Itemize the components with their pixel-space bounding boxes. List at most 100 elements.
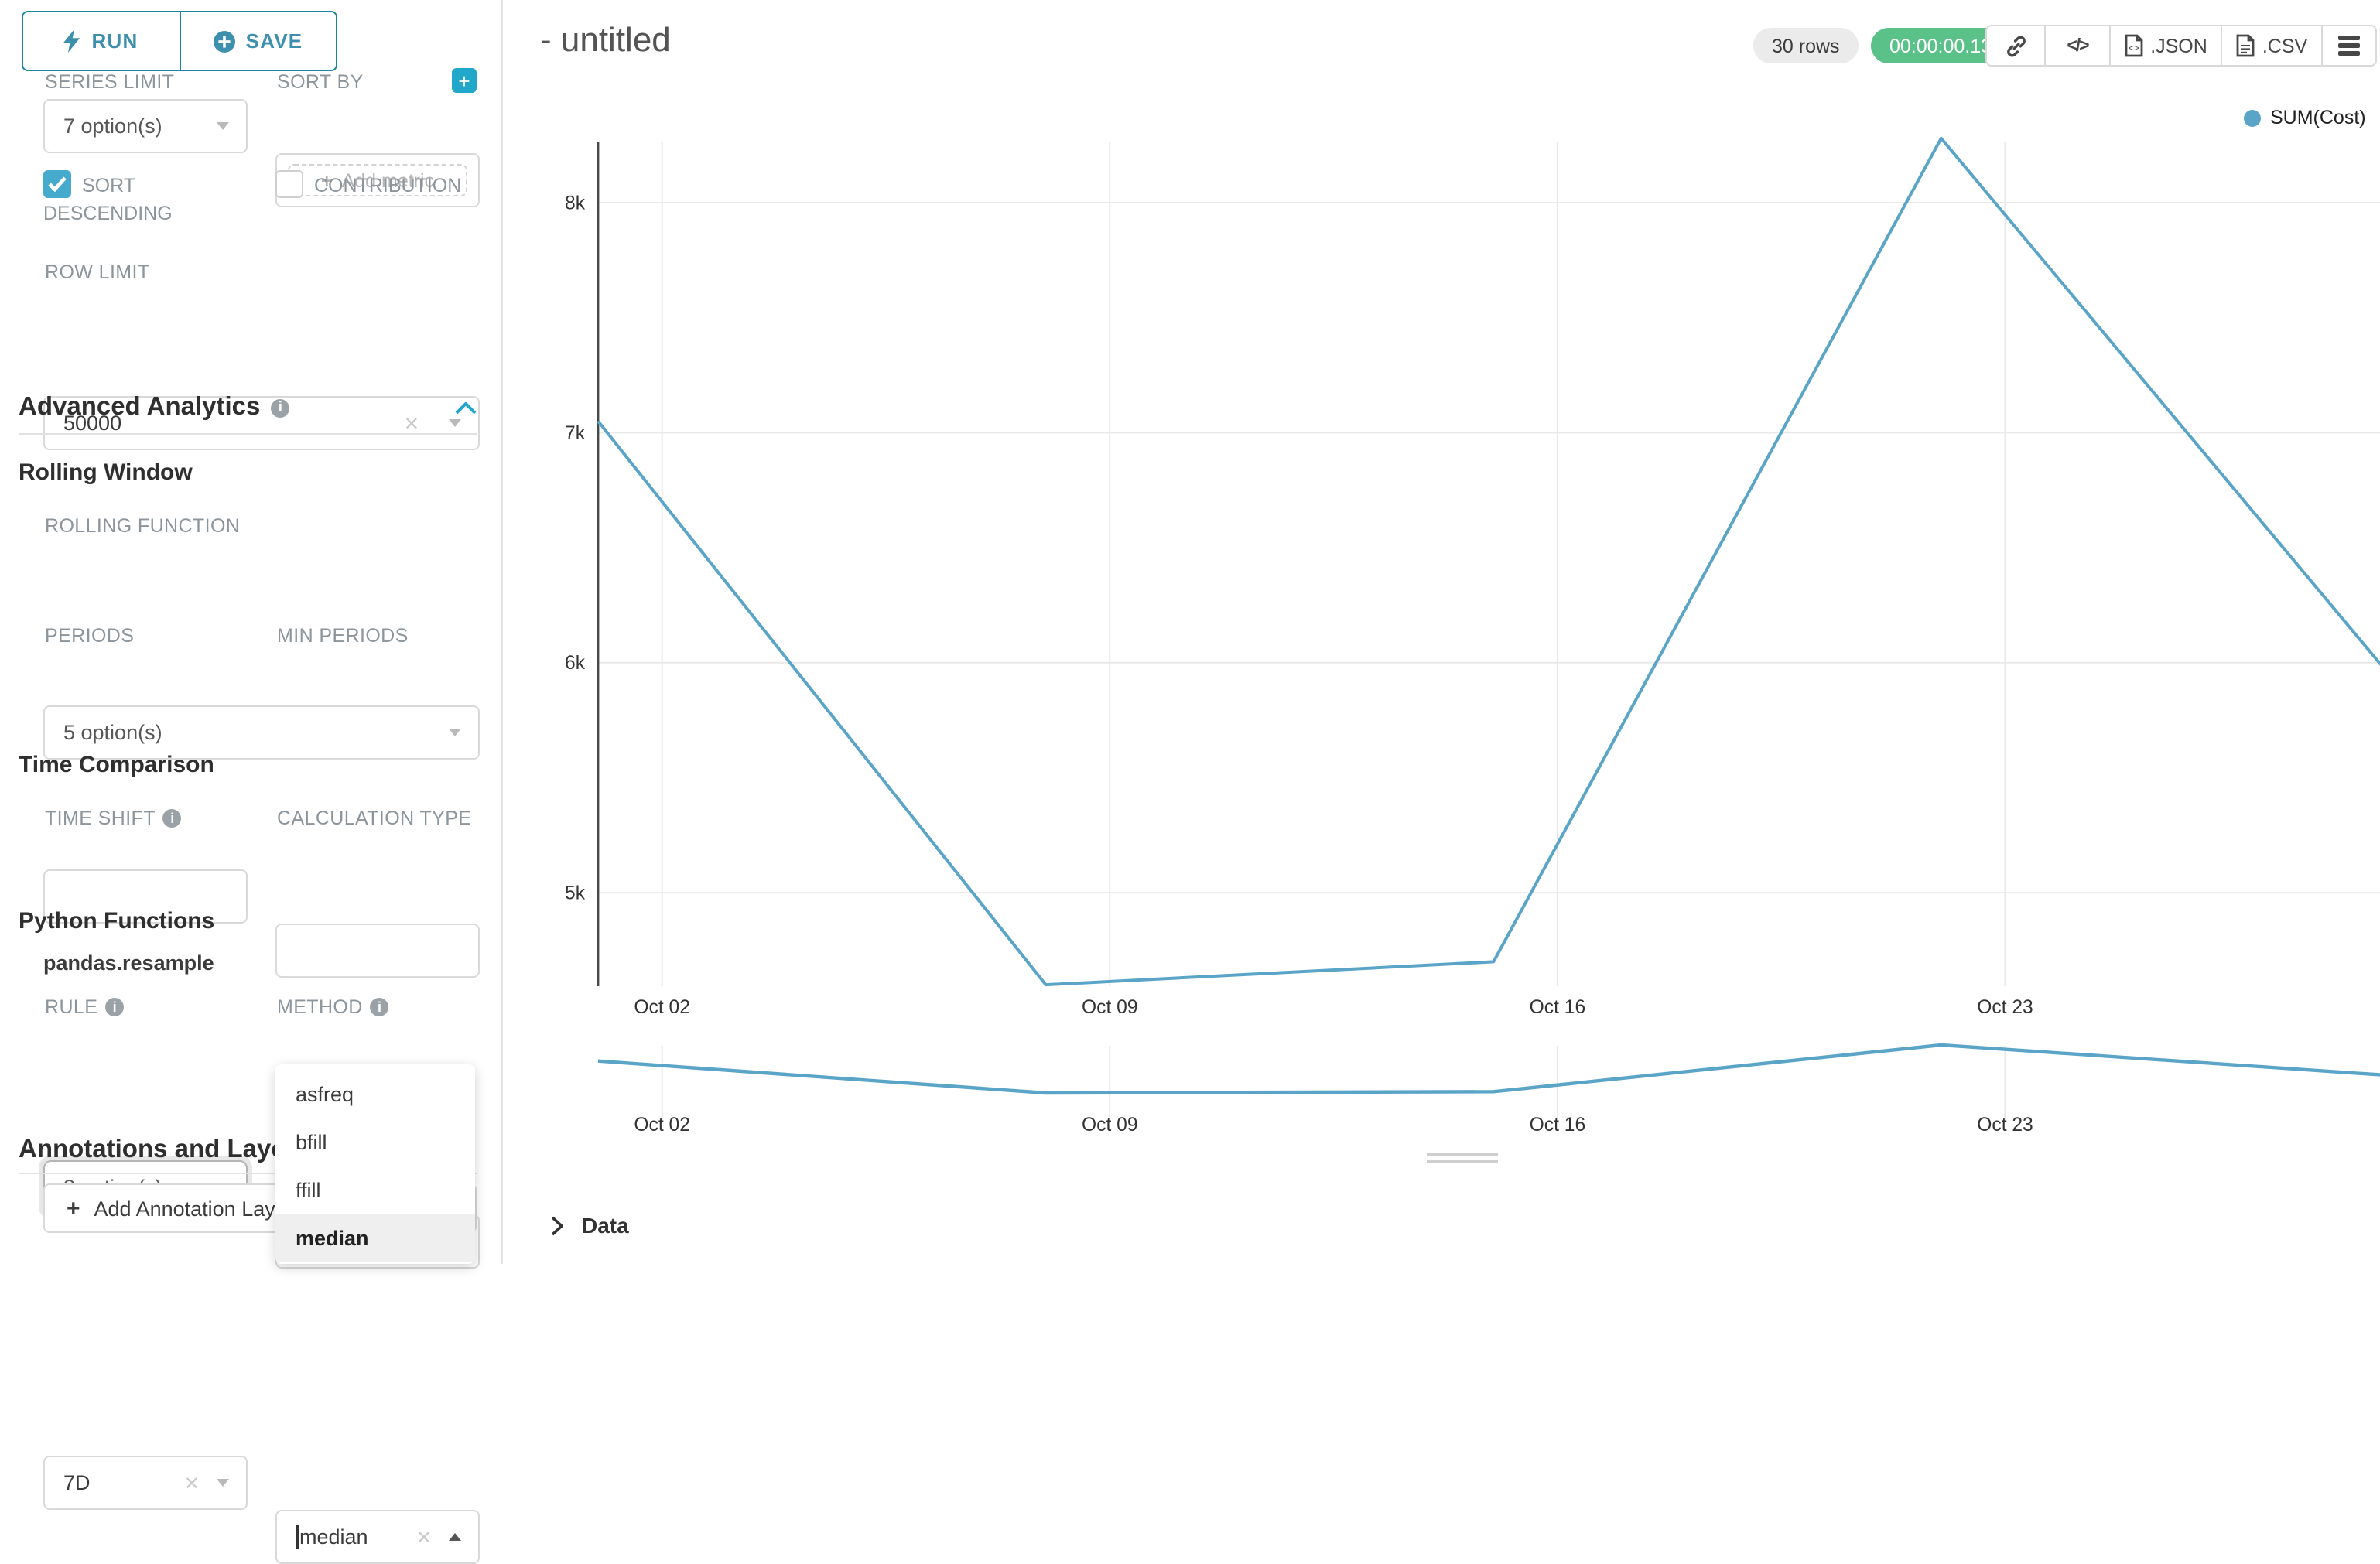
- svg-text:<>: <>: [2128, 43, 2139, 53]
- dropdown-option[interactable]: asfreq: [296, 1083, 354, 1106]
- clear-icon[interactable]: ✕: [403, 412, 419, 434]
- calculation-type-label: CALCULATION TYPE: [277, 808, 472, 829]
- text-cursor: [296, 1525, 298, 1549]
- data-panel-label: Data: [582, 1213, 629, 1238]
- info-icon[interactable]: i: [162, 809, 182, 828]
- export-json-label: .JSON: [2150, 35, 2207, 56]
- mini-chart-tick-label: Oct 16: [1530, 1115, 1585, 1135]
- legend-dot-icon: [2244, 109, 2261, 126]
- x-axis-tick-label: Oct 23: [1977, 997, 2033, 1018]
- chart-actions-toolbar: </> <> .JSON .CSV: [1985, 25, 2377, 67]
- method-combobox[interactable]: median ✕: [275, 1510, 480, 1564]
- chart-legend[interactable]: SUM(Cost): [2244, 107, 2366, 128]
- run-button-label: RUN: [91, 29, 138, 53]
- rolling-function-select[interactable]: 5 option(s): [43, 705, 480, 760]
- link-icon: [2006, 35, 2025, 56]
- series-line-sum-cost[interactable]: [597, 136, 2380, 987]
- advanced-analytics-title: Advanced Analytics: [19, 393, 261, 421]
- code-icon: </>: [2067, 36, 2089, 55]
- plus-icon: +: [67, 1195, 80, 1221]
- page-title[interactable]: - untitled: [540, 20, 671, 59]
- file-json-icon: <>: [2124, 34, 2142, 57]
- clear-icon[interactable]: ✕: [415, 1526, 432, 1548]
- divider: [19, 433, 477, 435]
- time-shift-label-text: TIME SHIFT: [45, 808, 156, 829]
- contribution-checkbox-row: CONTRIBUTION: [275, 170, 492, 200]
- chevron-down-icon: [217, 122, 229, 130]
- export-json-button[interactable]: <> .JSON: [2109, 26, 2221, 65]
- dropdown-option[interactable]: median: [275, 1214, 475, 1262]
- panel-resize-handle[interactable]: [1427, 1153, 1498, 1168]
- x-axis-tick-label: Oct 16: [1530, 997, 1585, 1018]
- export-csv-label: .CSV: [2262, 35, 2308, 56]
- min-periods-input[interactable]: [275, 924, 480, 978]
- dropdown-option[interactable]: bfill: [296, 1131, 327, 1154]
- divider: [19, 1173, 477, 1174]
- advanced-analytics-header[interactable]: Advanced Analytics i: [19, 393, 477, 422]
- python-functions-title: Python Functions: [19, 908, 215, 934]
- rule-select[interactable]: 7D ✕: [43, 1456, 248, 1510]
- data-panel-toggle[interactable]: Data: [551, 1213, 629, 1238]
- legend-series-label: SUM(Cost): [2270, 107, 2366, 128]
- annotations-header[interactable]: Annotations and Layers: [19, 1135, 477, 1165]
- y-axis-tick-label: 6k: [565, 653, 586, 674]
- rolling-window-title: Rolling Window: [19, 459, 193, 486]
- chevron-down-icon: [449, 729, 461, 736]
- chevron-right-icon: [551, 1215, 563, 1235]
- row-limit-value: 50000: [63, 411, 122, 435]
- sort-descending-checkbox[interactable]: [43, 170, 71, 198]
- contribution-checkbox[interactable]: [275, 170, 303, 198]
- plus-circle-icon: [213, 30, 235, 52]
- run-save-button-group: RUN SAVE: [22, 11, 337, 71]
- info-icon[interactable]: i: [105, 998, 125, 1016]
- rows-count-badge: 30 rows: [1753, 28, 1859, 63]
- time-shift-label: TIME SHIFT i: [45, 808, 182, 829]
- run-button[interactable]: RUN: [23, 12, 179, 70]
- rule-label-text: RULE: [45, 996, 98, 1018]
- row-limit-select[interactable]: 50000 ✕: [43, 396, 480, 450]
- menu-icon: [2338, 36, 2360, 56]
- sort-descending-checkbox-row: SORT DESCENDING: [43, 170, 248, 227]
- clear-icon[interactable]: ✕: [183, 1472, 200, 1494]
- series-limit-value: 7 option(s): [63, 114, 162, 138]
- chevron-down-icon: [449, 419, 461, 427]
- y-axis-tick-label: 7k: [565, 423, 586, 444]
- info-icon[interactable]: i: [271, 398, 290, 417]
- y-axis-tick-label: 5k: [565, 883, 586, 904]
- lightning-icon: [63, 29, 80, 53]
- copy-link-button[interactable]: [1987, 26, 2044, 65]
- chevron-up-icon[interactable]: [455, 401, 477, 414]
- control-panel: RUN SAVE SERIES LIMIT SORT BY + 7 option…: [0, 0, 503, 1564]
- pandas-resample-label: pandas.resample: [43, 951, 214, 975]
- chevron-up-icon: [449, 1532, 461, 1540]
- series-limit-select[interactable]: 7 option(s): [43, 99, 248, 153]
- line-chart[interactable]: 8k 7k 6k 5k Oct 02 Oct 09 Oct 16 Oct 23 Oct 02 Oc…: [501, 0, 2380, 1264]
- method-label-text: METHOD: [277, 996, 363, 1018]
- chart-panel: - untitled 30 rows 00:00:00.13 </> <> .J…: [501, 0, 2380, 1264]
- save-button[interactable]: SAVE: [179, 12, 336, 70]
- mini-chart-line[interactable]: [597, 1043, 2380, 1095]
- view-query-button[interactable]: </>: [2044, 26, 2109, 65]
- add-annotation-layer-label: Add Annotation Layer: [94, 1197, 294, 1220]
- sort-descending-label: SORT DESCENDING: [43, 175, 173, 224]
- export-csv-button[interactable]: .CSV: [2221, 26, 2321, 65]
- add-metric-ghost-button[interactable]: + Add metric: [288, 164, 467, 196]
- periods-input[interactable]: [43, 869, 248, 924]
- x-axis-tick-label: Oct 09: [1082, 997, 1137, 1018]
- mini-chart-tick-label: Oct 23: [1977, 1115, 2033, 1135]
- more-options-button[interactable]: [2321, 26, 2375, 65]
- method-dropdown: asfreq bfill ffill median: [275, 1064, 475, 1264]
- mini-chart-tick-label: Oct 02: [634, 1115, 689, 1135]
- dropdown-option[interactable]: ffill: [296, 1179, 321, 1202]
- sort-by-select[interactable]: + Add metric: [275, 153, 480, 207]
- sort-by-label: SORT BY: [277, 71, 364, 93]
- mini-chart-tick-label: Oct 09: [1082, 1115, 1137, 1135]
- time-comparison-title: Time Comparison: [19, 752, 214, 778]
- info-icon[interactable]: i: [370, 998, 389, 1016]
- series-limit-label: SERIES LIMIT: [45, 71, 175, 93]
- x-axis-tick-label: Oct 02: [634, 997, 689, 1018]
- file-csv-icon: [2236, 34, 2255, 57]
- annotations-title: Annotations and Layers: [19, 1135, 309, 1163]
- add-sort-by-button[interactable]: +: [452, 68, 477, 93]
